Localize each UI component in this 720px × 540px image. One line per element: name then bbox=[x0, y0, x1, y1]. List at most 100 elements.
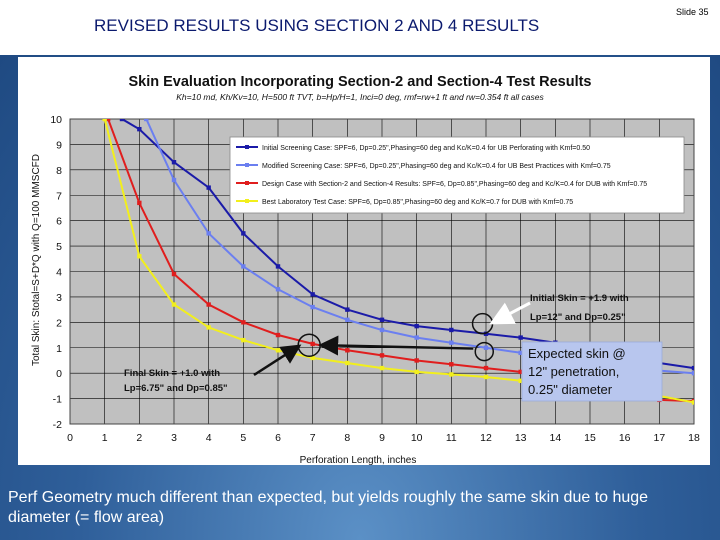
x-tick-label: 16 bbox=[619, 432, 631, 444]
data-point bbox=[518, 369, 523, 375]
data-point bbox=[414, 323, 419, 329]
arrow-initial-skin bbox=[489, 301, 531, 325]
slide-number: Slide 35 bbox=[676, 7, 709, 17]
x-tick-label: 2 bbox=[136, 432, 142, 444]
legend-entry: Modified Screening Case: SPF=6, Dp=0.25"… bbox=[262, 163, 611, 170]
y-tick-label: 9 bbox=[56, 139, 62, 151]
data-point bbox=[275, 287, 281, 292]
x-tick-label: 1 bbox=[102, 432, 108, 444]
arrow-final-skin bbox=[253, 344, 302, 377]
data-point bbox=[345, 307, 350, 312]
legend-box bbox=[229, 136, 685, 214]
expected-skin-callout bbox=[521, 341, 663, 402]
data-point bbox=[310, 292, 315, 297]
y-tick-label: -1 bbox=[53, 394, 62, 406]
data-point bbox=[691, 370, 694, 376]
data-point bbox=[449, 340, 454, 345]
data-point bbox=[171, 302, 177, 307]
x-tick-label: 0 bbox=[67, 432, 73, 444]
y-tick-label: 6 bbox=[56, 216, 62, 228]
data-point bbox=[310, 304, 315, 310]
x-tick-label: 10 bbox=[411, 432, 423, 444]
slide-footer-text: Perf Geometry much different than expect… bbox=[8, 489, 649, 526]
data-point bbox=[483, 345, 489, 350]
legend-marker bbox=[245, 145, 249, 149]
data-point bbox=[144, 119, 149, 122]
data-point bbox=[206, 302, 211, 307]
data-point bbox=[345, 317, 350, 322]
y-tick-label: 5 bbox=[56, 241, 62, 253]
legend-marker bbox=[245, 163, 249, 167]
data-point bbox=[275, 348, 281, 353]
x-tick-label: 14 bbox=[549, 432, 561, 444]
data-point bbox=[449, 327, 454, 333]
data-point bbox=[137, 126, 142, 132]
plot-frame bbox=[69, 118, 695, 425]
x-tick-label: 8 bbox=[344, 432, 350, 444]
data-point bbox=[449, 362, 454, 367]
circle-expected-skin bbox=[474, 341, 495, 362]
data-point bbox=[137, 254, 142, 259]
data-point bbox=[483, 365, 489, 371]
y-tick-label: -2 bbox=[53, 419, 62, 431]
slide-title: REVISED RESULTS USING SECTION 2 AND 4 RE… bbox=[94, 16, 540, 35]
x-tick-label: 4 bbox=[206, 432, 212, 444]
x-tick-label: 13 bbox=[515, 432, 527, 444]
data-point bbox=[241, 320, 246, 325]
y-tick-label: 2 bbox=[56, 317, 62, 329]
data-point bbox=[379, 365, 385, 371]
expected-skin-text: Expected skin @ bbox=[528, 346, 626, 361]
data-point bbox=[275, 332, 281, 338]
data-point bbox=[241, 231, 246, 236]
chart-subtitle: Kh=10 md, Kh/Kv=10, H=500 ft TVT, b=Hp/H… bbox=[176, 92, 544, 102]
data-point bbox=[483, 374, 489, 380]
x-tick-label: 3 bbox=[171, 432, 177, 444]
data-point bbox=[414, 358, 419, 363]
data-point bbox=[379, 317, 385, 322]
expected-skin-text: 12" penetration, bbox=[528, 364, 619, 379]
annotation-final-skin: Lp=6.75" and Dp=0.85" bbox=[124, 383, 228, 394]
expected-skin-text: 0.25" diameter bbox=[528, 382, 613, 397]
x-tick-label: 6 bbox=[275, 432, 281, 444]
y-tick-label: 7 bbox=[56, 190, 62, 202]
data-point bbox=[241, 337, 246, 343]
legend-entry: Initial Screening Case: SPF=6, Dp=0.25",… bbox=[262, 145, 590, 152]
data-point bbox=[518, 378, 523, 383]
y-tick-label: 0 bbox=[56, 368, 62, 380]
x-axis-label: Perforation Length, inches bbox=[300, 455, 417, 465]
data-point bbox=[518, 350, 523, 356]
x-tick-label: 11 bbox=[446, 432, 457, 444]
legend-entry: Best Laboratory Test Case: SPF=6, Dp=0.8… bbox=[262, 199, 573, 206]
data-point bbox=[206, 185, 211, 190]
data-point bbox=[137, 200, 142, 206]
data-point bbox=[449, 372, 454, 377]
annotation-initial-skin: Lp=12" and Dp=0.25" bbox=[530, 312, 626, 323]
data-point bbox=[414, 369, 419, 375]
annotation-initial-skin: Initial Skin = +1.9 with bbox=[530, 293, 629, 304]
data-point bbox=[691, 400, 694, 405]
data-point bbox=[241, 264, 246, 269]
y-tick-label: 10 bbox=[50, 114, 62, 126]
data-point bbox=[691, 365, 694, 371]
data-point bbox=[206, 325, 211, 330]
data-point bbox=[206, 231, 211, 236]
chart-image: Skin Evaluation Incorporating Section-2 … bbox=[18, 57, 710, 466]
data-point bbox=[518, 335, 523, 340]
data-point bbox=[119, 119, 125, 122]
annotation-final-skin: Final Skin = +1.0 with bbox=[124, 368, 220, 379]
x-tick-label: 17 bbox=[653, 432, 665, 444]
data-point bbox=[345, 360, 350, 366]
data-point bbox=[345, 348, 350, 353]
data-point bbox=[310, 355, 315, 361]
data-point bbox=[275, 264, 281, 269]
data-point bbox=[105, 119, 111, 122]
data-point bbox=[171, 160, 177, 165]
data-point bbox=[379, 327, 385, 333]
data-point bbox=[171, 177, 177, 183]
y-tick-label: 8 bbox=[56, 165, 62, 177]
x-tick-label: 18 bbox=[688, 432, 700, 444]
x-tick-label: 7 bbox=[310, 432, 316, 444]
x-tick-label: 12 bbox=[480, 432, 492, 444]
y-tick-label: 4 bbox=[56, 267, 62, 279]
